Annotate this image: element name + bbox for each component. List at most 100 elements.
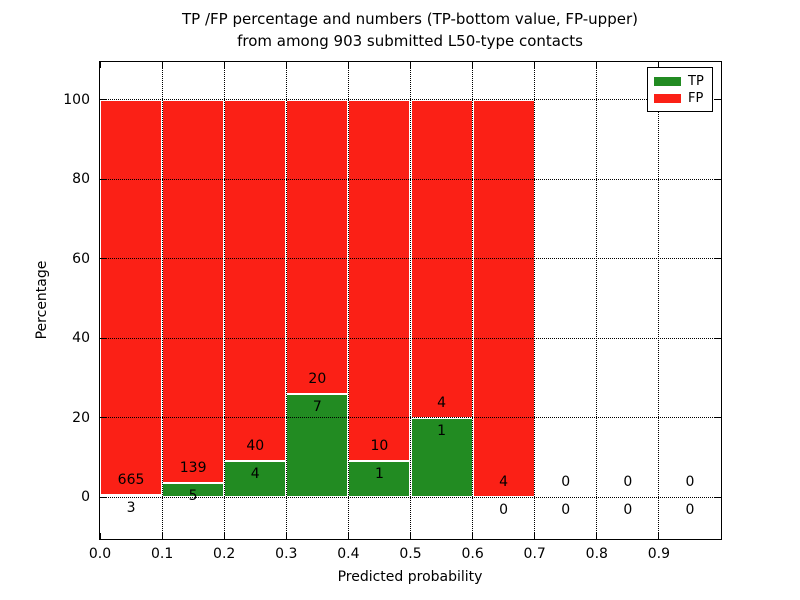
x-tick-mark [534, 533, 536, 539]
legend-label-fp: FP [688, 90, 704, 106]
fp-bar [286, 99, 349, 395]
x-gridline [472, 62, 474, 539]
fp-bar [100, 99, 163, 496]
chart-title-line1: TP /FP percentage and numbers (TP-bottom… [182, 10, 638, 28]
tp-count-label: 4 [250, 466, 260, 483]
y-tick-label: 60 [72, 250, 90, 267]
x-gridline [534, 62, 536, 539]
x-tick-label: 0.5 [399, 546, 422, 562]
x-tick-mark [99, 62, 101, 68]
fp-count-label: 665 [117, 472, 145, 489]
x-tick-label: 0.1 [150, 546, 174, 562]
x-tick-label: 0.0 [88, 546, 112, 562]
x-gridline [161, 62, 163, 539]
chart-title-line2: from among 903 submitted L50-type contac… [237, 32, 583, 50]
x-tick-mark [223, 62, 225, 68]
x-tick-mark [99, 533, 101, 539]
y-tick-mark [715, 337, 721, 339]
tp-swatch-icon [654, 76, 681, 86]
x-tick-mark [285, 533, 287, 539]
y-tick-mark [100, 417, 106, 419]
legend-label-tp: TP [688, 73, 704, 89]
fp-bar [348, 99, 411, 462]
y-tick-label: 0 [81, 489, 90, 506]
fp-count-label: 20 [308, 371, 327, 388]
y-tick-label: 80 [72, 171, 90, 188]
tp-bar [286, 394, 349, 498]
y-tick-mark [715, 417, 721, 419]
tp-count-label: 0 [685, 502, 695, 519]
x-tick-mark [534, 62, 536, 68]
tp-count-label: 7 [312, 399, 322, 416]
x-tick-mark [161, 62, 163, 68]
fp-count-label: 0 [685, 474, 695, 491]
x-tick-mark [347, 62, 349, 68]
x-tick-mark [472, 533, 474, 539]
y-tick-label: 100 [63, 91, 90, 108]
fp-count-label: 4 [499, 474, 509, 491]
y-tick-mark [715, 258, 721, 260]
y-tick-mark [100, 178, 106, 180]
y-tick-mark [100, 337, 106, 339]
legend: TP FP [647, 67, 713, 112]
y-tick-mark [100, 258, 106, 260]
tp-count-label: 0 [499, 502, 509, 519]
tp-count-label: 1 [374, 466, 384, 483]
x-tick-mark [285, 62, 287, 68]
x-tick-label: 0.4 [337, 546, 360, 562]
y-tick-mark [100, 496, 106, 498]
x-tick-mark [161, 533, 163, 539]
x-tick-label: 0.8 [585, 546, 608, 562]
x-gridline [410, 62, 411, 539]
fp-bar [224, 99, 287, 462]
fp-count-label: 4 [437, 394, 447, 411]
x-gridline [596, 62, 598, 539]
y-tick-mark [100, 99, 106, 101]
fp-swatch-icon [654, 93, 681, 103]
plot-area: 665 3 139 5 40 4 20 7 10 1 4 1 4 0 0 0 0 0 0 0 [99, 61, 722, 540]
x-tick-mark [347, 533, 349, 539]
x-tick-mark [658, 62, 660, 68]
y-axis-label: Percentage [34, 260, 50, 340]
tp-bar [410, 417, 473, 498]
chart-title: TP /FP percentage and numbers (TP-bottom… [182, 8, 638, 52]
x-tick-mark [596, 62, 598, 68]
x-gridline [285, 62, 287, 539]
tp-count-label: 3 [126, 500, 136, 517]
x-gridline [347, 62, 349, 539]
y-tick-mark [715, 178, 721, 180]
x-gridline [658, 62, 660, 539]
x-tick-mark [472, 62, 474, 68]
x-tick-label: 0.2 [213, 546, 236, 562]
x-tick-mark [410, 62, 411, 68]
x-gridline [223, 62, 225, 539]
x-tick-mark [410, 533, 411, 539]
tp-bar [348, 461, 411, 498]
y-tick-label: 20 [72, 409, 90, 426]
tp-count-label: 5 [188, 488, 198, 505]
tp-count-label: 0 [623, 502, 633, 519]
fp-count-label: 139 [179, 460, 207, 477]
x-tick-mark [223, 533, 225, 539]
x-tick-mark [658, 533, 660, 539]
x-tick-label: 0.7 [523, 546, 546, 562]
tp-bar [224, 461, 287, 498]
x-tick-label: 0.3 [275, 546, 298, 562]
y-tick-mark [715, 99, 721, 101]
x-tick-mark [596, 533, 598, 539]
fp-count-label: 10 [370, 438, 389, 455]
tp-count-label: 1 [437, 422, 447, 439]
x-axis-label: Predicted probability [337, 569, 483, 585]
y-tick-mark [715, 496, 721, 498]
fp-count-label: 0 [623, 474, 633, 491]
x-tick-label: 0.9 [647, 546, 671, 562]
y-tick-label: 40 [72, 330, 90, 347]
x-tick-label: 0.6 [461, 546, 484, 562]
tp-count-label: 0 [561, 502, 571, 519]
legend-item-fp: FP [654, 92, 712, 105]
fp-count-label: 0 [561, 474, 571, 491]
legend-item-tp: TP [654, 75, 712, 88]
fp-count-label: 40 [246, 438, 265, 455]
fp-bar [162, 99, 225, 484]
